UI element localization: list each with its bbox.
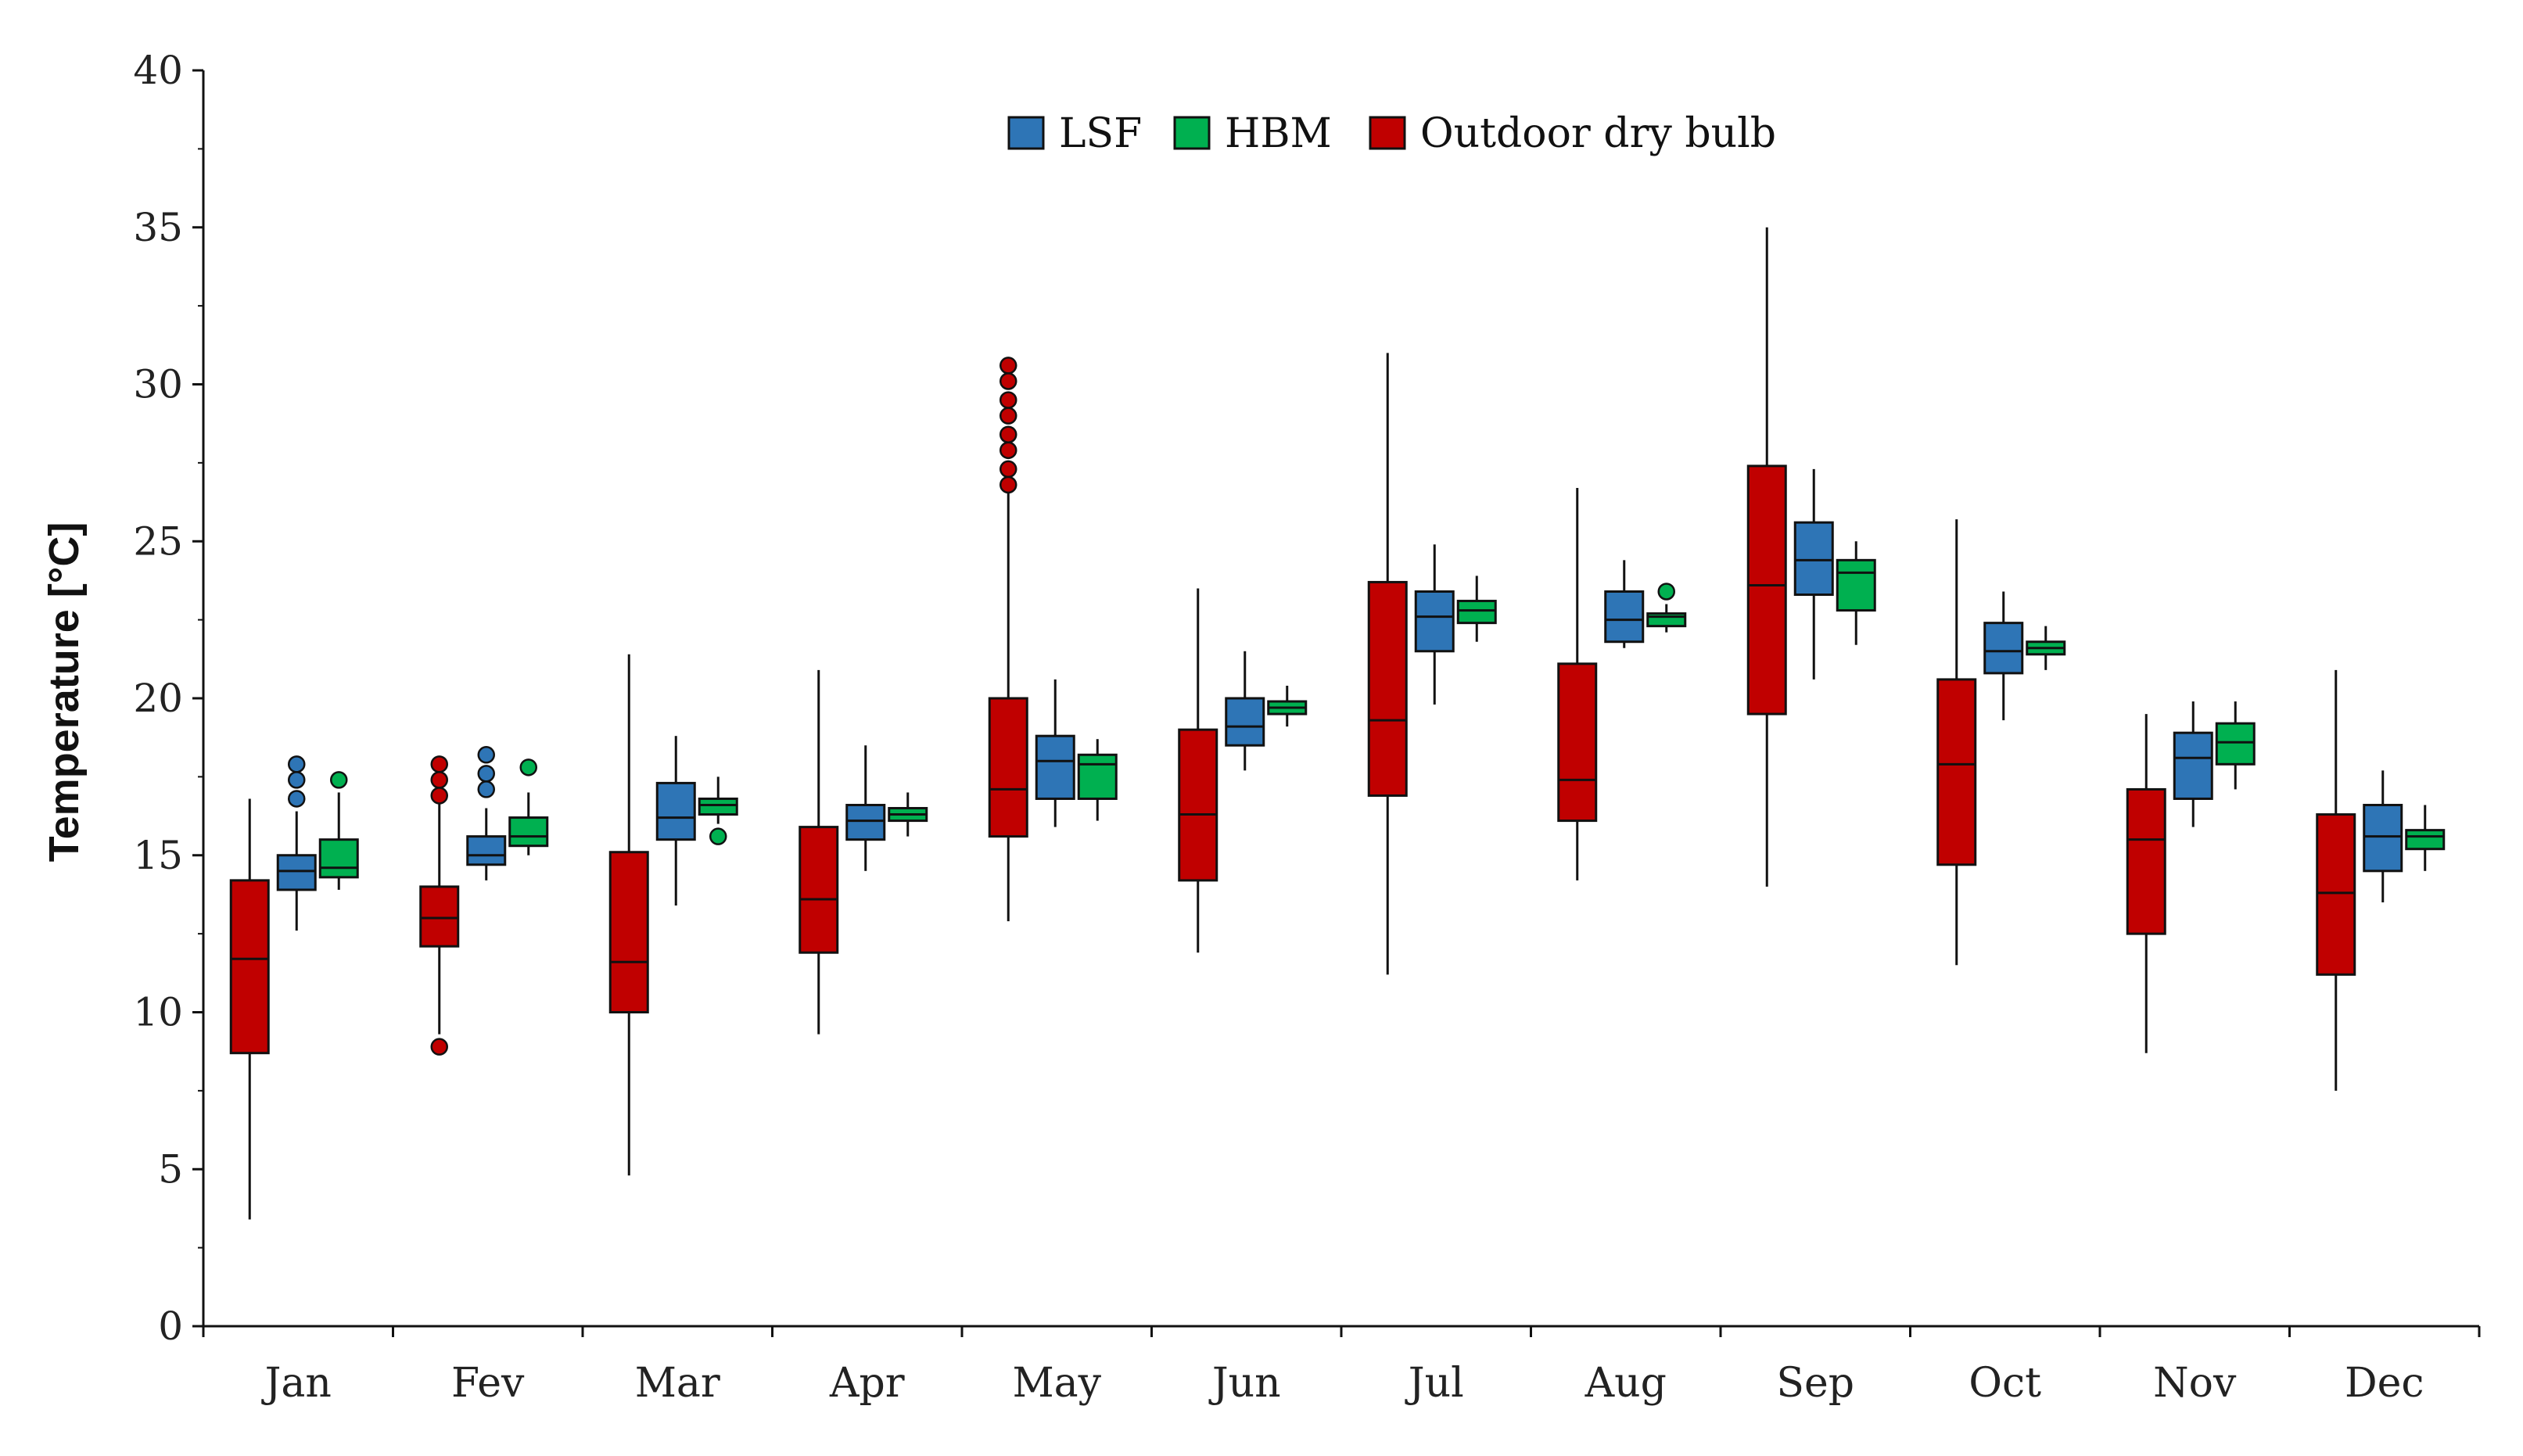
lsf-box <box>1793 521 1834 597</box>
y-tick-label: 20 <box>133 676 183 721</box>
x-tick-label: Jan <box>261 1360 332 1407</box>
lsf-box <box>1035 734 1075 800</box>
y-tick-label: 30 <box>133 362 183 407</box>
hbm-box <box>2215 722 2256 766</box>
outdoor-dry-bulb-outlier <box>430 787 448 805</box>
legend: LSF HBM Outdoor dry bulb <box>1007 110 1776 157</box>
lsf-outlier <box>288 755 306 773</box>
hbm-box <box>1077 753 1118 800</box>
outdoor-dry-bulb-outlier <box>1000 425 1017 443</box>
outdoor-dry-bulb-box <box>608 851 649 1013</box>
outdoor-dry-bulb-outlier <box>430 771 448 789</box>
hbm-box <box>318 838 359 879</box>
outdoor-dry-bulb-outlier <box>1000 407 1017 425</box>
lsf-box <box>845 804 886 841</box>
outdoor-dry-bulb-outlier <box>1000 475 1017 494</box>
hbm-outlier <box>709 827 727 845</box>
x-tick-label: May <box>1012 1360 1101 1407</box>
x-tick-label: Dec <box>2345 1360 2424 1407</box>
outdoor-dry-bulb-box <box>988 697 1028 838</box>
legend-label-lsf: LSF <box>1059 110 1142 157</box>
outdoor-dry-bulb-box <box>1178 728 1218 882</box>
outdoor-dry-bulb-box <box>1367 580 1408 797</box>
legend-swatch-outdoor <box>1369 116 1406 150</box>
outdoor-dry-bulb-box <box>2126 787 2166 935</box>
x-tick-label: Jul <box>1405 1360 1464 1407</box>
lsf-box <box>1414 590 1455 653</box>
x-tick-label: Apr <box>829 1360 905 1407</box>
legend-label-outdoor: Outdoor dry bulb <box>1420 110 1776 157</box>
outdoor-dry-bulb-box <box>229 879 270 1055</box>
lsf-box <box>1604 590 1645 644</box>
x-tick-label: Jun <box>1208 1360 1281 1407</box>
y-tick-label: 40 <box>133 48 183 93</box>
legend-swatch-hbm <box>1173 116 1211 150</box>
lsf-box <box>2173 731 2213 800</box>
outdoor-dry-bulb-box <box>1557 662 1598 823</box>
x-tick-label: Oct <box>1969 1360 2041 1407</box>
x-tick-label: Sep <box>1776 1360 1854 1407</box>
outdoor-dry-bulb-box <box>1746 464 1787 715</box>
y-tick-label: 35 <box>133 205 183 250</box>
x-tick-label: Nov <box>2153 1360 2237 1407</box>
outdoor-dry-bulb-outlier <box>1000 391 1017 409</box>
outdoor-dry-bulb-outlier <box>430 1038 448 1056</box>
outdoor-dry-bulb-box <box>1936 678 1977 866</box>
lsf-outlier <box>477 780 495 798</box>
outdoor-dry-bulb-outlier <box>1000 441 1017 460</box>
hbm-box <box>1836 558 1876 612</box>
hbm-box <box>2405 829 2446 851</box>
x-tick-label: Aug <box>1585 1360 1667 1407</box>
hbm-box <box>1456 600 1497 625</box>
y-tick-label: 5 <box>158 1146 183 1192</box>
outdoor-dry-bulb-box <box>799 826 839 954</box>
legend-swatch-lsf <box>1007 116 1045 150</box>
hbm-box <box>508 816 549 848</box>
x-tick-label: Fev <box>451 1360 525 1407</box>
hbm-box <box>1646 612 1687 628</box>
lsf-box <box>466 835 507 866</box>
y-tick-label: 0 <box>158 1304 183 1349</box>
outdoor-dry-bulb-box <box>419 885 460 948</box>
hbm-outlier <box>1657 583 1675 601</box>
outdoor-dry-bulb-outlier <box>1000 357 1017 375</box>
lsf-box <box>1225 697 1265 747</box>
outdoor-dry-bulb-outlier <box>1000 460 1017 479</box>
outdoor-dry-bulb-box <box>2316 813 2356 976</box>
plot-area: 0 5 10 15 20 25 30 35 40 Jan Fev Mar Apr May Jun Jul Aug… <box>133 48 2481 1407</box>
lsf-outlier <box>288 771 306 789</box>
hbm-box <box>698 797 738 816</box>
outdoor-dry-bulb-outlier <box>1000 372 1017 390</box>
y-tick-label: 10 <box>133 990 183 1035</box>
lsf-outlier <box>288 790 306 808</box>
outdoor-dry-bulb-outlier <box>430 755 448 773</box>
y-tick-label: 25 <box>133 518 183 564</box>
lsf-outlier <box>477 746 495 764</box>
lsf-box <box>1983 622 2024 675</box>
y-tick-label: 15 <box>133 833 183 878</box>
lsf-outlier <box>477 765 495 783</box>
lsf-box <box>276 854 317 891</box>
lsf-box <box>655 781 696 841</box>
lsf-box <box>2363 804 2403 873</box>
hbm-outlier <box>330 771 348 789</box>
y-axis-title: Temperature [°C] <box>41 522 88 862</box>
x-tick-label: Mar <box>635 1360 720 1407</box>
legend-label-hbm: HBM <box>1225 110 1332 157</box>
hbm-outlier <box>519 758 537 776</box>
